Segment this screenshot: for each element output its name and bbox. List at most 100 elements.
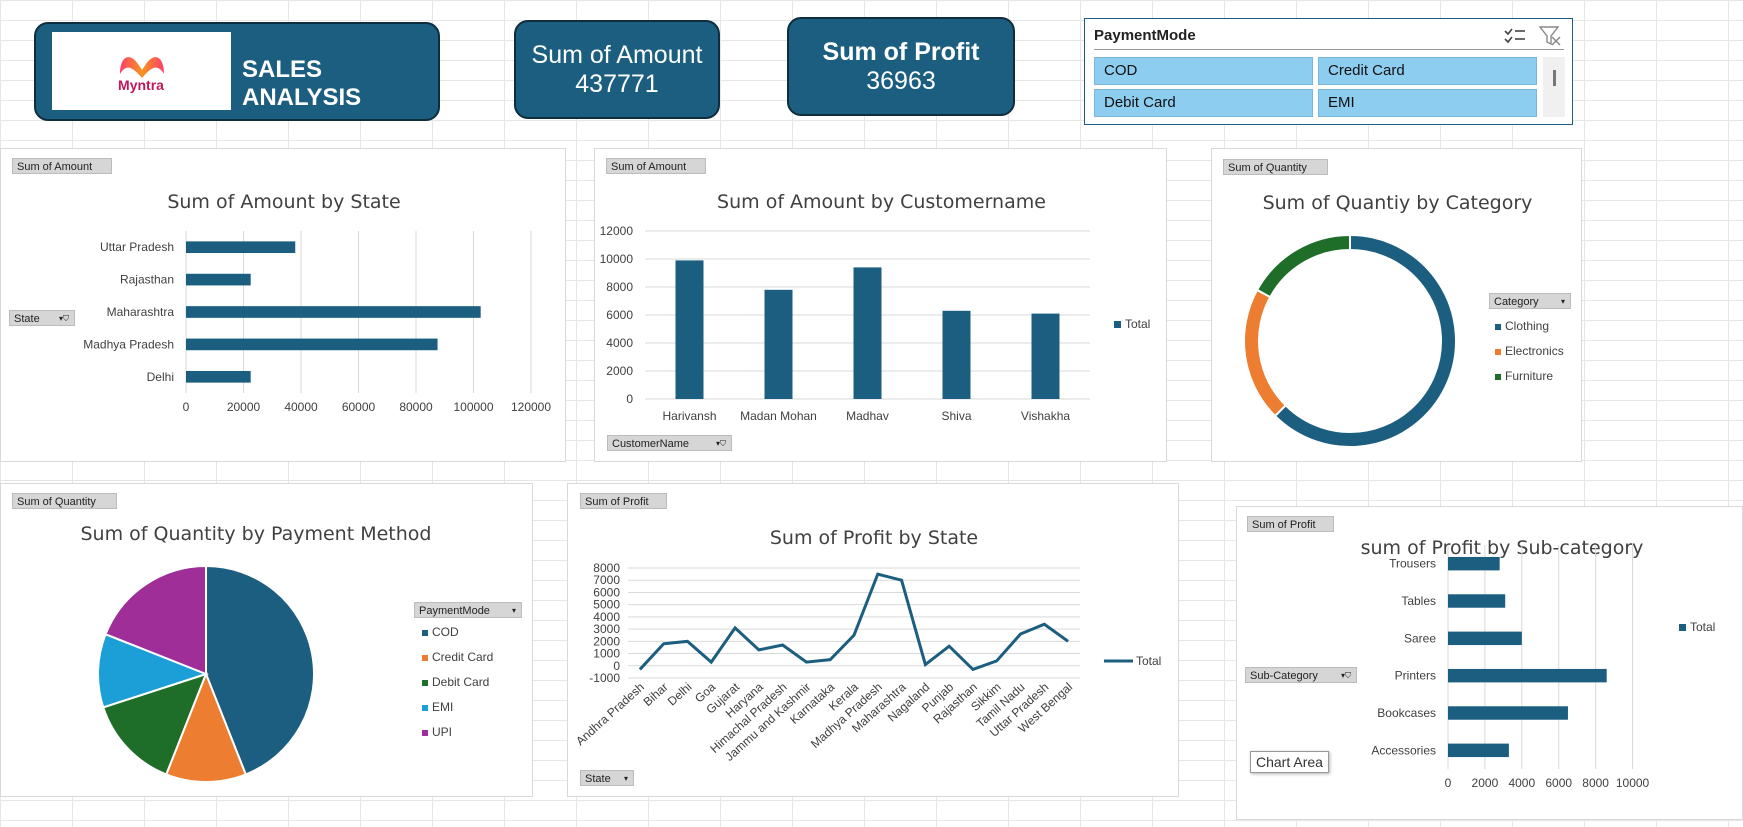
- x-tick-label: 80000: [399, 400, 433, 414]
- customername-filter-button[interactable]: CustomerName ▾⛉: [607, 435, 732, 451]
- x-tick-label: 120000: [511, 400, 551, 414]
- x-tick-label: 40000: [284, 400, 318, 414]
- bar: [186, 273, 251, 286]
- y-tick-label: 6000: [593, 585, 620, 599]
- paymentmode-filter-button[interactable]: PaymentMode ▾: [414, 602, 522, 618]
- legend-swatch: [1495, 349, 1501, 355]
- panel-qty-by-category[interactable]: Sum of Quantity Sum of Quantiy by Catego…: [1211, 148, 1582, 462]
- state-filter-button[interactable]: State ▾: [580, 770, 634, 786]
- value-field-pill[interactable]: Sum of Amount: [12, 158, 112, 174]
- legend-swatch: [1495, 374, 1501, 380]
- kpi-amount-label: Sum of Amount: [531, 40, 703, 69]
- bar: [186, 370, 251, 383]
- slicer-item-emi[interactable]: EMI: [1318, 89, 1537, 117]
- legend-swatch: [422, 630, 428, 636]
- legend-swatch: [1679, 624, 1686, 631]
- y-tick-label: Trousers: [1389, 557, 1436, 571]
- x-tick-label: Harivansh: [662, 409, 716, 423]
- x-tick-label: 6000: [1545, 776, 1572, 790]
- legend-swatch: [422, 680, 428, 686]
- x-tick-label: Madhav: [846, 409, 889, 423]
- y-tick-label: 8000: [593, 561, 620, 575]
- y-tick-label: 7000: [593, 573, 620, 587]
- qty-by-category-chart[interactable]: Clothing Electronics Furniture: [1212, 149, 1583, 463]
- y-tick-label: 3000: [593, 622, 620, 636]
- y-tick-label: 1000: [593, 647, 620, 661]
- chart-area-tooltip: Chart Area: [1250, 751, 1329, 773]
- x-tick-label: 4000: [1508, 776, 1535, 790]
- slicer-item-cod[interactable]: COD: [1094, 57, 1313, 85]
- payment-mode-slicer[interactable]: PaymentMode COD Credit Card Debit Card E…: [1084, 18, 1573, 125]
- legend-label: Credit Card: [432, 650, 493, 664]
- kpi-profit-value: 36963: [866, 66, 936, 95]
- y-tick-label: Bookcases: [1377, 706, 1436, 720]
- y-tick-label: Accessories: [1371, 743, 1436, 757]
- filter-label: Sub-Category: [1250, 670, 1318, 682]
- qty-by-payment-chart[interactable]: COD Credit Card Debit Card EMI UPI: [1, 484, 534, 798]
- bar: [186, 241, 296, 254]
- slicer-scrollbar[interactable]: [1543, 57, 1565, 117]
- x-tick-label: 20000: [227, 400, 261, 414]
- slicer-item-debit-card[interactable]: Debit Card: [1094, 89, 1313, 117]
- y-tick-label: -1000: [589, 671, 620, 685]
- x-tick-label: Andhra Pradesh: [573, 680, 647, 748]
- bar: [764, 289, 793, 399]
- bar: [1448, 668, 1607, 683]
- state-filter-button[interactable]: State ▾⛉: [9, 310, 75, 326]
- x-tick-label: 10000: [1616, 776, 1650, 790]
- y-tick-label: 12000: [600, 224, 634, 238]
- x-tick-label: 8000: [1582, 776, 1609, 790]
- x-tick-label: 60000: [342, 400, 376, 414]
- pie-slice: [104, 564, 207, 676]
- value-field-pill[interactable]: Sum of Amount: [606, 158, 706, 174]
- x-tick-label: Shiva: [941, 409, 971, 423]
- legend-label: UPI: [432, 725, 452, 739]
- y-tick-label: Uttar Pradesh: [100, 240, 174, 254]
- chart-title: sum of Profit by Sub-category: [1360, 537, 1644, 559]
- legend-swatch: [422, 705, 428, 711]
- slicer-item-credit-card[interactable]: Credit Card: [1318, 57, 1537, 85]
- filter-label: State: [14, 313, 40, 325]
- value-field-pill[interactable]: Sum of Quantity: [1223, 159, 1328, 175]
- y-tick-label: 2000: [593, 634, 620, 648]
- legend-label: Total: [1125, 317, 1150, 331]
- kpi-sum-profit: Sum of Profit 36963: [787, 17, 1015, 116]
- bar: [1448, 706, 1568, 720]
- header-card: Myntra SALES ANALYSIS: [34, 22, 440, 121]
- panel-qty-by-payment[interactable]: Sum of Quantity Sum of Quantity by Payme…: [0, 483, 533, 797]
- bar: [186, 306, 481, 318]
- clear-filter-icon[interactable]: [1538, 25, 1562, 47]
- legend-swatch: [422, 730, 428, 736]
- panel-amount-by-customer[interactable]: Sum of Amount Sum of Amount by Customern…: [594, 148, 1167, 462]
- pie-slice: [1243, 288, 1288, 418]
- brand-logo: Myntra: [52, 32, 231, 110]
- series-line: [638, 572, 1069, 672]
- y-tick-label: 5000: [593, 598, 620, 612]
- legend-swatch: [422, 655, 428, 661]
- sub-category-filter-button[interactable]: Sub-Category ▾⛉: [1245, 667, 1357, 683]
- x-tick-label: 0: [1445, 776, 1452, 790]
- panel-profit-by-state[interactable]: Sum of Profit Sum of Profit by State Sta…: [567, 483, 1179, 797]
- panel-amount-by-state[interactable]: Sum of Amount Sum of Amount by State Sta…: [0, 148, 566, 462]
- value-field-pill[interactable]: Sum of Quantity: [12, 493, 117, 509]
- y-tick-label: Maharashtra: [107, 305, 175, 319]
- x-tick-label: Madan Mohan: [740, 409, 817, 423]
- amount-by-state-chart[interactable]: 0 20000 40000 60000 80000 100000 120000 Uttar P…: [1, 149, 567, 463]
- filter-label: CustomerName: [612, 438, 690, 450]
- page-title: SALES ANALYSIS: [242, 56, 362, 111]
- panel-profit-by-subcategory[interactable]: Sum of Profit sum of Profit by Sub-categ…: [1236, 506, 1743, 820]
- value-field-pill[interactable]: Sum of Profit: [580, 493, 667, 509]
- filter-label: State: [585, 773, 611, 785]
- legend-swatch: [1114, 321, 1121, 328]
- y-tick-label: 0: [626, 392, 633, 406]
- amount-by-customer-chart[interactable]: 0 2000 4000 6000 8000 10000 12000 Harivansh Mada…: [595, 149, 1168, 463]
- value-field-pill[interactable]: Sum of Profit: [1247, 516, 1334, 532]
- profit-by-subcategory-chart[interactable]: 0 2000 4000 6000 8000 10000 Trousers Tables Sare…: [1237, 507, 1743, 821]
- legend-label: Total: [1136, 654, 1161, 668]
- x-tick-label: Delhi: [665, 680, 695, 709]
- myntra-logo-icon: Myntra: [118, 57, 164, 93]
- category-filter-button[interactable]: Category ▾: [1489, 293, 1571, 309]
- y-tick-label: Saree: [1404, 631, 1436, 645]
- multi-select-icon[interactable]: [1503, 26, 1527, 46]
